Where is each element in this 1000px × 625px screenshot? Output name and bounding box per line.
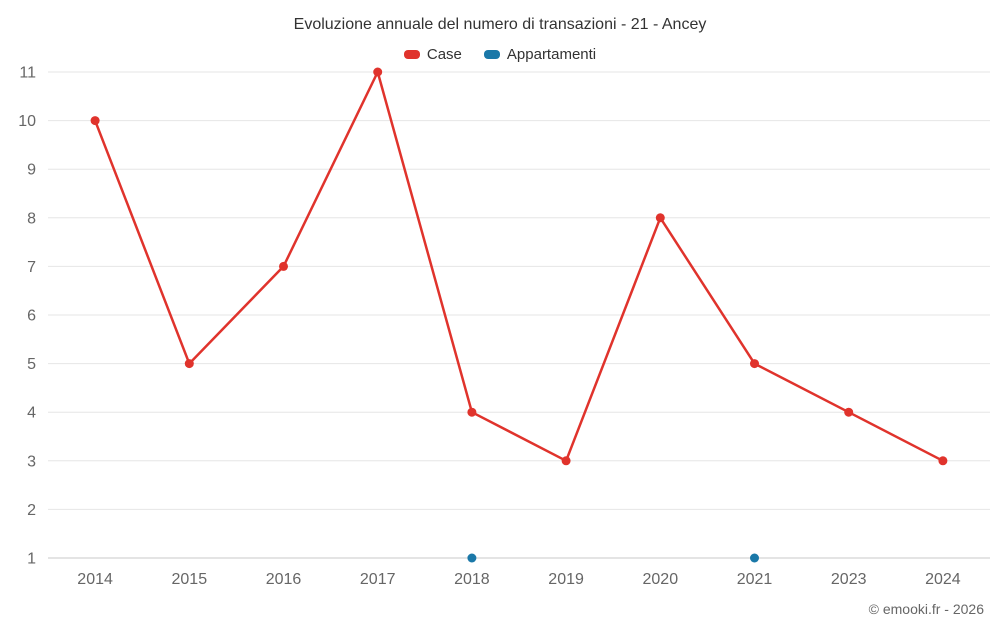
x-tick-label: 2015 xyxy=(172,571,208,588)
chart-credit: © emooki.fr - 2026 xyxy=(868,601,984,617)
data-point-marker[interactable] xyxy=(184,359,194,369)
x-tick-label: 2023 xyxy=(831,571,867,588)
x-tick-label: 2024 xyxy=(925,571,961,588)
x-tick-label: 2014 xyxy=(77,571,113,588)
y-tick-label: 4 xyxy=(27,405,36,422)
data-point-marker[interactable] xyxy=(844,407,854,417)
series-line-case xyxy=(93,70,945,463)
data-point-marker[interactable] xyxy=(655,213,665,223)
data-point-marker[interactable] xyxy=(467,407,477,417)
data-point-marker[interactable] xyxy=(90,116,100,126)
x-tick-label: 2019 xyxy=(548,571,584,588)
y-tick-label: 3 xyxy=(27,453,36,470)
chart-title: Evoluzione annuale del numero di transaz… xyxy=(293,16,707,33)
y-tick-label: 6 xyxy=(27,308,36,325)
data-point-marker[interactable] xyxy=(750,359,759,369)
legend-label: Appartamenti xyxy=(506,46,597,63)
y-tick-label: 11 xyxy=(19,65,36,82)
y-tick-label: 10 xyxy=(18,113,36,130)
legend-swatch xyxy=(483,50,500,59)
x-tick-label: 2016 xyxy=(266,571,302,588)
y-tick-label: 2 xyxy=(27,502,36,519)
data-point-marker[interactable] xyxy=(373,67,383,77)
data-point-marker[interactable] xyxy=(750,553,759,563)
data-point-marker[interactable] xyxy=(938,456,948,466)
x-tick-label: 2021 xyxy=(737,571,773,588)
y-tick-label: 8 xyxy=(27,210,36,227)
data-point-marker[interactable] xyxy=(467,553,477,563)
chart-legend: Case Appartamenti xyxy=(0,46,1000,63)
legend-swatch xyxy=(403,50,420,59)
x-tick-label: 2020 xyxy=(643,571,679,588)
x-tick-label: 2017 xyxy=(360,571,396,588)
y-tick-label: 1 xyxy=(27,551,36,568)
x-tick-label: 2018 xyxy=(454,571,490,588)
y-tick-label: 5 xyxy=(27,356,36,373)
data-point-marker[interactable] xyxy=(279,261,288,271)
y-tick-label: 9 xyxy=(27,162,36,179)
legend-item[interactable]: Appartamenti xyxy=(483,46,597,63)
legend-label: Case xyxy=(426,46,462,63)
data-point-marker[interactable] xyxy=(561,456,571,466)
legend-item[interactable]: Case xyxy=(403,46,462,63)
y-tick-label: 7 xyxy=(27,259,36,276)
